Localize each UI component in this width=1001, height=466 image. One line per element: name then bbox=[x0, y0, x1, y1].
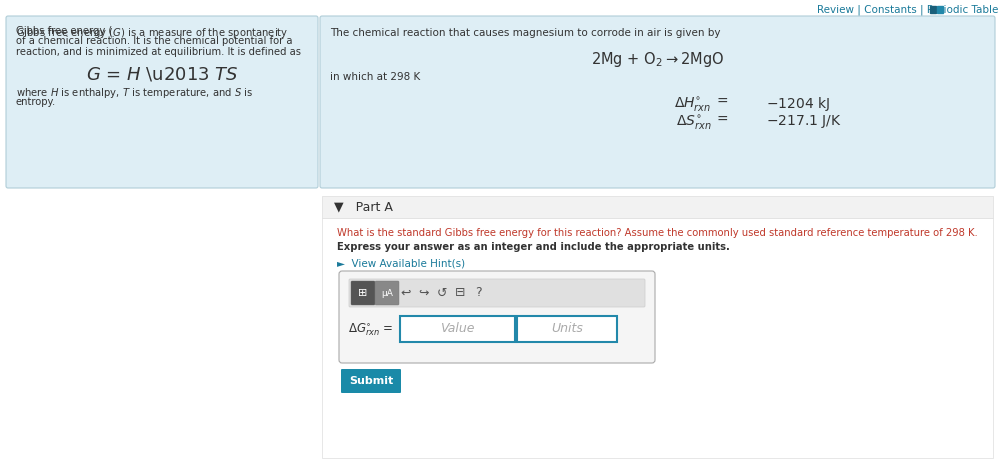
Text: $\Delta G^{\circ}_{rxn}$ =: $\Delta G^{\circ}_{rxn}$ = bbox=[348, 322, 393, 338]
Text: Submit: Submit bbox=[349, 376, 393, 386]
Bar bbox=[322, 196, 993, 218]
Text: ⊞: ⊞ bbox=[358, 288, 367, 298]
Text: reaction, and is minimized at equilibrium. It is defined as: reaction, and is minimized at equilibriu… bbox=[16, 47, 301, 57]
Text: µA: µA bbox=[381, 288, 393, 297]
FancyBboxPatch shape bbox=[351, 281, 375, 305]
Text: Express your answer as an integer and include the appropriate units.: Express your answer as an integer and in… bbox=[337, 242, 730, 252]
Text: ↩: ↩ bbox=[400, 287, 411, 300]
Text: Review | Constants | Periodic Table: Review | Constants | Periodic Table bbox=[817, 5, 998, 15]
Text: ↺: ↺ bbox=[436, 287, 447, 300]
FancyBboxPatch shape bbox=[341, 369, 401, 393]
Text: =: = bbox=[716, 95, 728, 109]
Text: ▼   Part A: ▼ Part A bbox=[334, 200, 392, 213]
FancyBboxPatch shape bbox=[339, 271, 655, 363]
Text: entropy.: entropy. bbox=[16, 97, 56, 107]
Bar bbox=[937, 6, 943, 13]
Bar bbox=[517, 316, 617, 342]
Text: ↪: ↪ bbox=[418, 287, 429, 300]
Text: Gibbs free energy (: Gibbs free energy ( bbox=[16, 26, 112, 36]
FancyBboxPatch shape bbox=[320, 16, 995, 188]
Text: $-$217.1 J/K: $-$217.1 J/K bbox=[766, 113, 842, 130]
Bar bbox=[930, 6, 936, 13]
Text: The chemical reaction that causes magnesium to corrode in air is given by: The chemical reaction that causes magnes… bbox=[330, 28, 721, 38]
Text: What is the standard Gibbs free energy for this reaction? Assume the commonly us: What is the standard Gibbs free energy f… bbox=[337, 228, 978, 238]
Text: ►  View Available Hint(s): ► View Available Hint(s) bbox=[337, 258, 465, 268]
Text: =: = bbox=[716, 113, 728, 127]
FancyBboxPatch shape bbox=[349, 279, 645, 307]
Bar bbox=[322, 218, 993, 458]
FancyBboxPatch shape bbox=[375, 281, 399, 305]
Text: of a chemical reaction. It is the chemical potential for a: of a chemical reaction. It is the chemic… bbox=[16, 36, 292, 47]
Text: Units: Units bbox=[552, 322, 583, 336]
Text: $\it{G}$ = $\it{H}$ \u2013 $\it{TS}$: $\it{G}$ = $\it{H}$ \u2013 $\it{TS}$ bbox=[86, 66, 238, 83]
Text: in which at 298 K: in which at 298 K bbox=[330, 72, 420, 82]
Text: $\Delta H^{\circ}_{rxn}$: $\Delta H^{\circ}_{rxn}$ bbox=[674, 95, 711, 114]
Text: where $\it{H}$ is enthalpy, $\it{T}$ is temperature, and $\it{S}$ is: where $\it{H}$ is enthalpy, $\it{T}$ is … bbox=[16, 87, 253, 101]
FancyBboxPatch shape bbox=[6, 16, 318, 188]
Text: ?: ? bbox=[474, 287, 481, 300]
Text: ⊟: ⊟ bbox=[454, 287, 465, 300]
Text: $-$1204 kJ: $-$1204 kJ bbox=[766, 95, 830, 113]
Text: 2Mg + O$_2$$\rightarrow$2MgO: 2Mg + O$_2$$\rightarrow$2MgO bbox=[591, 50, 724, 69]
Text: Gibbs free energy ($\it{G}$) is a measure of the spontaneity: Gibbs free energy ($\it{G}$) is a measur… bbox=[16, 26, 288, 40]
Text: $\Delta S^{\circ}_{rxn}$: $\Delta S^{\circ}_{rxn}$ bbox=[676, 113, 711, 131]
Text: Value: Value bbox=[440, 322, 474, 336]
Bar bbox=[400, 316, 515, 342]
